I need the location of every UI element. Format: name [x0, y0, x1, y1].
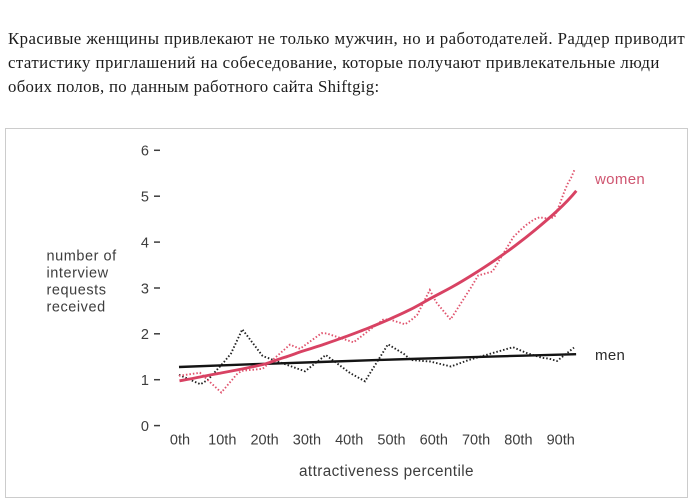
svg-text:women: women: [594, 171, 645, 188]
svg-text:0th: 0th: [170, 433, 190, 449]
svg-text:50th: 50th: [377, 433, 405, 449]
svg-text:80th: 80th: [504, 433, 532, 449]
svg-text:0: 0: [141, 419, 149, 435]
svg-text:20th: 20th: [250, 433, 278, 449]
svg-text:1: 1: [141, 373, 149, 389]
svg-text:received: received: [47, 300, 106, 316]
svg-text:attractiveness percentile: attractiveness percentile: [299, 463, 474, 480]
svg-text:6: 6: [141, 144, 149, 160]
svg-text:70th: 70th: [462, 433, 490, 449]
svg-text:90th: 90th: [547, 433, 575, 449]
svg-text:60th: 60th: [420, 433, 448, 449]
svg-text:40th: 40th: [335, 433, 363, 449]
svg-text:requests: requests: [47, 283, 107, 299]
svg-text:5: 5: [141, 190, 149, 206]
svg-text:4: 4: [141, 235, 149, 251]
svg-text:men: men: [595, 347, 625, 364]
svg-text:30th: 30th: [293, 433, 321, 449]
svg-text:3: 3: [141, 281, 149, 297]
svg-text:10th: 10th: [208, 433, 236, 449]
svg-text:interview: interview: [47, 266, 109, 282]
svg-text:2: 2: [141, 327, 149, 343]
svg-text:number of: number of: [47, 249, 118, 265]
